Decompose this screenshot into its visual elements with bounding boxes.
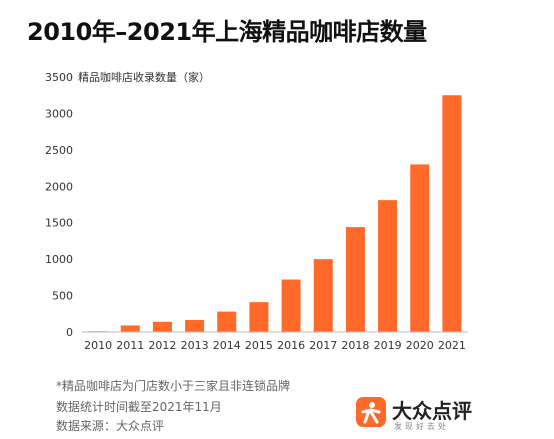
footnote-definition: *精品咖啡店为门店数小于三家且非连锁品牌 bbox=[56, 379, 291, 393]
bar-2021 bbox=[442, 95, 462, 332]
bar-2012 bbox=[152, 321, 172, 332]
y-tick-label: 1500 bbox=[45, 217, 73, 230]
chart-title: 2010年–2021年上海精品咖啡店数量 bbox=[27, 18, 427, 46]
y-tick-label: 2000 bbox=[45, 180, 73, 193]
x-tick-label: 2019 bbox=[374, 339, 402, 352]
y-tick-label: 3500 bbox=[45, 71, 73, 84]
x-tick-label: 2010 bbox=[84, 339, 112, 352]
y-tick-label: 3000 bbox=[45, 107, 73, 120]
x-tick-label: 2016 bbox=[277, 339, 305, 352]
footnote-date: 数据统计时间截至2021年11月 bbox=[56, 400, 222, 414]
bar-2015 bbox=[249, 302, 269, 332]
bar-2020 bbox=[410, 164, 430, 332]
y-tick-label: 0 bbox=[66, 326, 73, 339]
bar-2019 bbox=[378, 200, 398, 332]
bar-chart: 精品咖啡店收录数量（家） 0 500 1000 1500 2000 2500 3000 350… bbox=[45, 70, 468, 352]
x-tick-label: 2011 bbox=[116, 339, 144, 352]
brand-slogan: 发现好去处 bbox=[394, 422, 449, 431]
brand-name: 大众点评 bbox=[392, 399, 472, 423]
x-tick-label: 2020 bbox=[406, 339, 434, 352]
x-tick-label: 2014 bbox=[213, 339, 241, 352]
brand-logo-block: 大众点评 发现好去处 bbox=[356, 395, 516, 435]
x-tick-label: 2013 bbox=[181, 339, 209, 352]
bar-2017 bbox=[313, 259, 333, 332]
bar-2018 bbox=[345, 227, 365, 332]
bar-2011 bbox=[120, 325, 140, 332]
x-tick-label: 2017 bbox=[309, 339, 337, 352]
x-tick-label: 2012 bbox=[148, 339, 176, 352]
y-tick-label: 500 bbox=[52, 290, 73, 303]
dianping-logo-icon bbox=[356, 397, 386, 427]
y-axis-label: 精品咖啡店收录数量（家） bbox=[78, 70, 210, 84]
footnote-source: 数据来源：大众点评 bbox=[56, 419, 165, 433]
x-tick-label: 2015 bbox=[245, 339, 273, 352]
x-tick-label: 2021 bbox=[438, 339, 466, 352]
bar-2016 bbox=[281, 279, 301, 332]
y-tick-label: 1000 bbox=[45, 253, 73, 266]
bar-2014 bbox=[217, 311, 237, 332]
bar-2013 bbox=[185, 319, 205, 332]
x-tick-label: 2018 bbox=[341, 339, 369, 352]
y-tick-label: 2500 bbox=[45, 144, 73, 157]
